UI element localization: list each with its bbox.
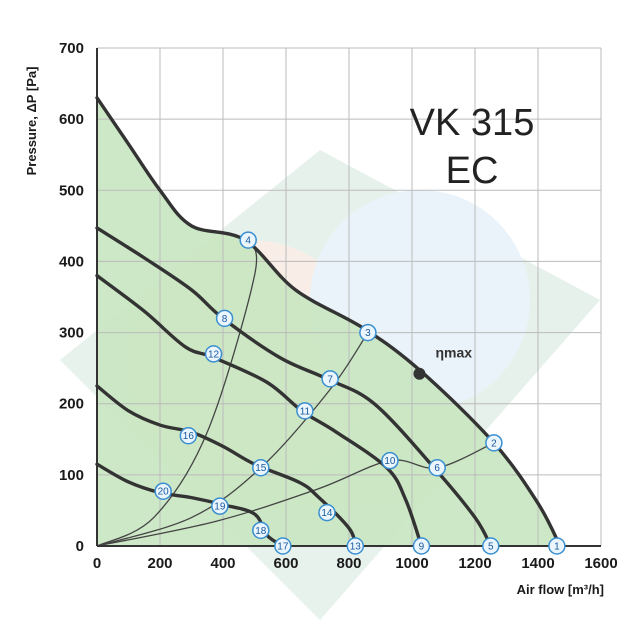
marker-label: 10 <box>384 456 396 467</box>
marker-circle <box>412 537 431 555</box>
marker-6: 6 <box>428 458 446 477</box>
y-axis-label: Pressure, ΔP [Pa] <box>24 67 39 176</box>
eta-max-label: ηmax <box>435 345 472 361</box>
marker-circle <box>252 458 270 477</box>
marker-label: 7 <box>327 374 333 385</box>
x-tick-label: 1200 <box>458 555 491 572</box>
marker-1: 1 <box>548 537 566 555</box>
fan-curves <box>95 96 562 548</box>
marker-label: 18 <box>255 526 267 537</box>
x-axis-label: Air flow [m³/h] <box>517 582 604 597</box>
marker-15: 15 <box>252 458 270 477</box>
marker-18: 18 <box>252 521 270 540</box>
marker-circle <box>239 231 257 249</box>
fan-curve-1 <box>95 96 562 548</box>
marker-13: 13 <box>346 537 365 555</box>
marker-7: 7 <box>321 370 339 388</box>
marker-circle <box>204 345 223 363</box>
marker-circle <box>154 482 172 500</box>
marker-label: 15 <box>255 463 267 474</box>
marker-label: 20 <box>158 487 170 498</box>
marker-label: 16 <box>183 431 195 442</box>
marker-12: 12 <box>204 345 223 363</box>
fan-curve-3 <box>95 273 424 548</box>
chart-title-line-1: VK 315 <box>410 102 535 144</box>
x-tick-label: 200 <box>147 555 172 572</box>
marker-19: 19 <box>211 497 229 515</box>
marker-circle <box>381 451 399 470</box>
marker-label: 5 <box>488 542 494 553</box>
marker-circle <box>215 309 234 328</box>
x-tick-label: 600 <box>273 555 298 572</box>
marker-label: 19 <box>214 502 226 513</box>
y-tick-label: 100 <box>59 467 84 484</box>
marker-label: 6 <box>434 463 440 474</box>
tick-labels: 0 200 400 600 800 1000 1200 1400 160001002003004… <box>59 40 618 572</box>
marker-8: 8 <box>215 309 234 328</box>
marker-label: 11 <box>300 406 311 417</box>
marker-circle <box>211 497 229 515</box>
marker-circle <box>321 370 339 388</box>
x-tick-label: 1400 <box>521 555 554 572</box>
y-tick-label: 300 <box>59 325 84 342</box>
marker-circle <box>485 434 503 452</box>
fan-curve-2 <box>95 226 493 548</box>
marker-circle <box>274 537 292 555</box>
x-tick-label: 0 <box>93 555 101 572</box>
marker-20: 20 <box>154 482 172 500</box>
y-tick-label: 700 <box>59 40 84 57</box>
marker-label: 4 <box>245 236 251 247</box>
marker-label: 14 <box>321 508 333 519</box>
marker-label: 12 <box>208 349 220 360</box>
marker-label: 2 <box>491 438 497 449</box>
marker-circle <box>318 503 336 522</box>
operating-area-fill <box>97 97 561 547</box>
y-tick-label: 400 <box>59 253 84 270</box>
marker-10: 10 <box>381 451 399 470</box>
marker-circle <box>359 323 377 342</box>
marker-label: 8 <box>222 314 228 325</box>
system-curve-1 <box>96 239 258 547</box>
marker-2: 2 <box>485 434 503 452</box>
eta-max-point <box>413 367 426 380</box>
marker-9: 9 <box>412 537 431 555</box>
x-tick-label: 800 <box>336 555 361 572</box>
chart-title-line-2: EC <box>446 150 499 192</box>
marker-14: 14 <box>318 503 336 522</box>
marker-label: 17 <box>277 542 289 553</box>
operating-area <box>97 97 561 547</box>
marker-17: 17 <box>274 537 292 555</box>
marker-label: 3 <box>365 328 371 339</box>
marker-circle <box>346 537 365 555</box>
marker-label: 9 <box>419 542 425 553</box>
marker-label: 1 <box>554 542 560 553</box>
y-tick-label: 600 <box>59 111 84 128</box>
marker-circle <box>428 458 446 477</box>
marker-circle <box>296 402 314 420</box>
x-tick-label: 1000 <box>395 555 428 572</box>
marker-16: 16 <box>179 426 198 445</box>
marker-circle <box>252 521 270 540</box>
marker-3: 3 <box>359 323 377 342</box>
x-tick-label: 400 <box>210 555 235 572</box>
eta-max-annotation: ηmax <box>413 345 472 380</box>
marker-5: 5 <box>482 537 500 555</box>
x-tick-label: 1600 <box>584 555 617 572</box>
y-tick-label: 500 <box>59 182 84 199</box>
y-tick-label: 200 <box>59 396 84 413</box>
marker-label: 13 <box>350 542 362 553</box>
marker-circle <box>548 537 566 555</box>
y-tick-label: 0 <box>76 538 84 555</box>
marker-4: 4 <box>239 231 257 249</box>
marker-circle <box>179 426 198 445</box>
marker-circle <box>482 537 500 555</box>
marker-11: 11 <box>296 402 314 420</box>
